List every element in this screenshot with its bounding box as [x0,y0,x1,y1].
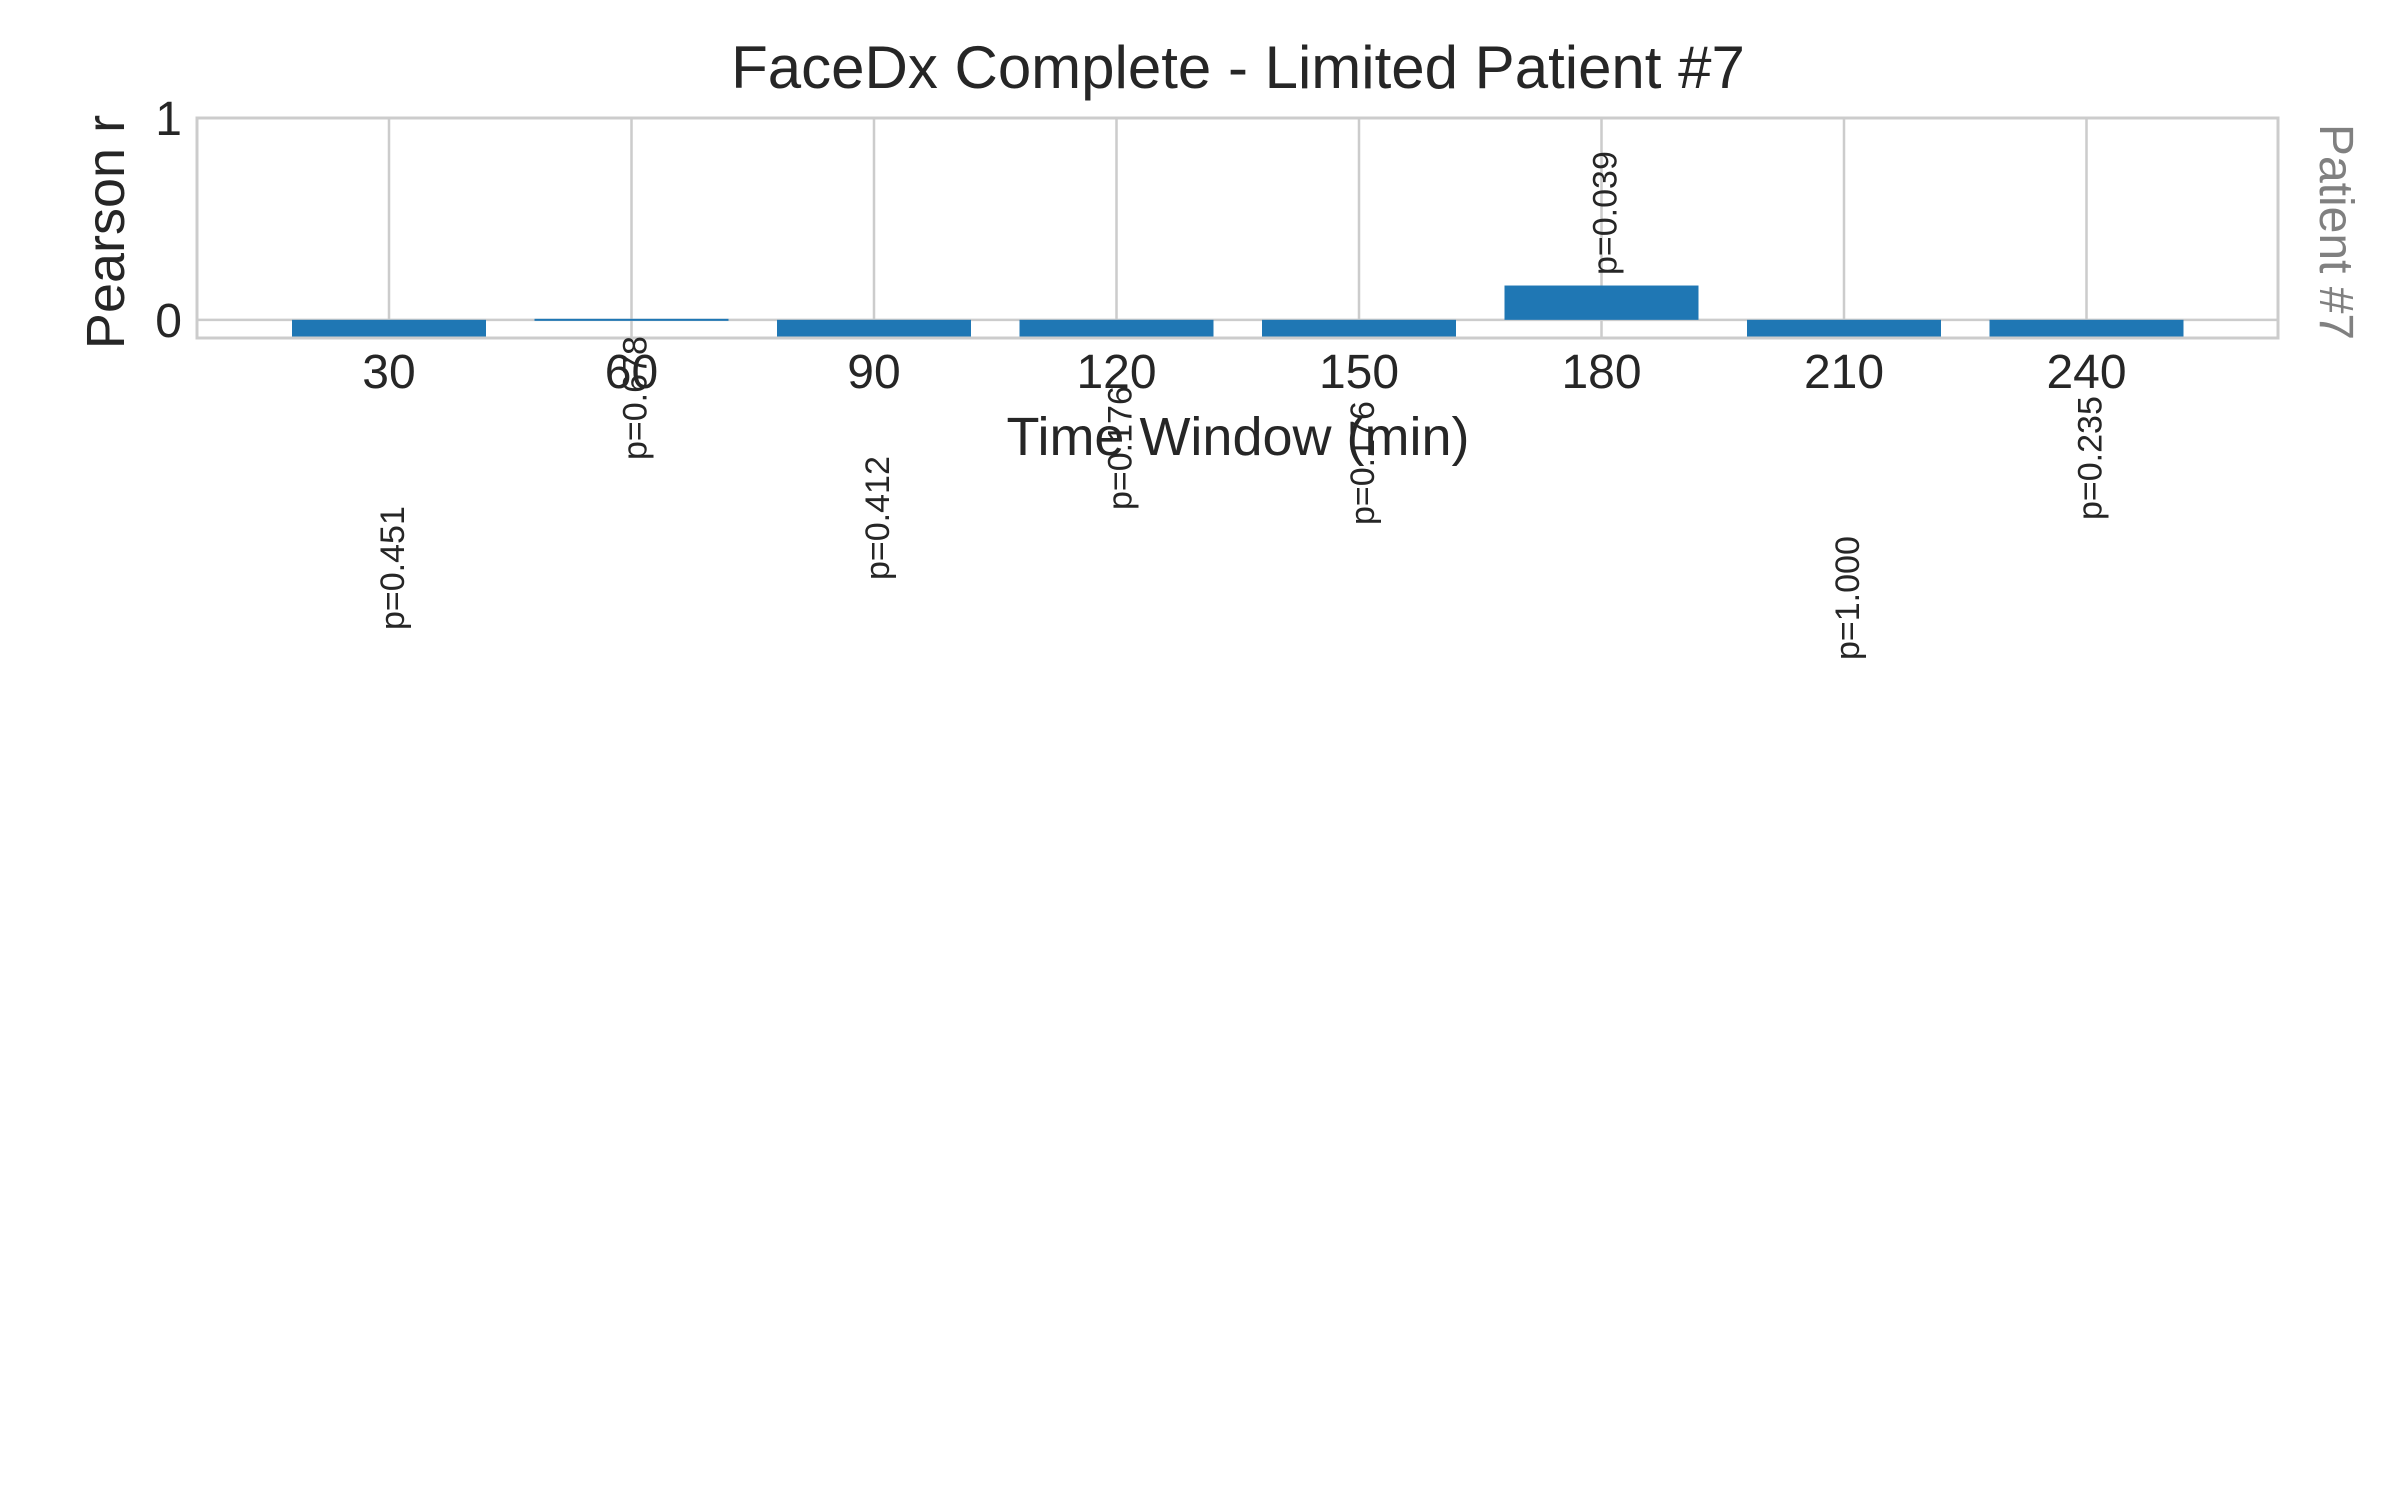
bar [534,318,729,321]
bar [777,319,971,338]
p-value-label: p=0.235 [2072,396,2110,520]
x-tick-label: 150 [1319,346,1399,399]
p-value-label: p=0.176 [1344,401,1382,525]
p-value-label: p=0.678 [617,336,655,460]
p-value-label: p=0.176 [1102,386,1140,510]
p-value-labels: p=0.451 p=0.678 p=0.412 p=0.176 p=0.176 p=0.0… [374,151,2110,660]
p-value-label: p=1.000 [1829,536,1867,660]
bar [1504,285,1699,320]
bar [1989,319,2184,338]
x-tick-label: 60 [605,346,658,399]
x-tick-label: 210 [1804,346,1884,399]
bars [292,285,2184,338]
x-tick-label: 120 [1076,346,1156,399]
y-tick-label: 1 [155,93,182,146]
patient-side-label: Patient #7 [2309,124,2362,340]
bar [1019,319,1214,338]
bar [1747,319,1941,338]
y-axis-label: Pearson r [76,115,136,349]
tick-labels: 30 60 90 120 150 180 210 240 0 1 [155,93,2126,399]
bar [292,319,486,338]
x-tick-label: 180 [1561,346,1641,399]
bar [1262,319,1456,338]
x-axis-label: Time Window (min) [1006,407,1469,467]
p-value-label: p=0.412 [859,456,897,580]
plot-area-frame [195,116,2280,340]
p-value-label: p=0.039 [1587,151,1625,275]
x-tick-label: 90 [847,346,900,399]
p-value-label: p=0.451 [374,506,412,630]
y-tick-label: 0 [155,295,182,348]
x-tick-label: 30 [362,346,415,399]
x-tick-label: 240 [2046,346,2126,399]
chart-title: FaceDx Complete - Limited Patient #7 [731,34,1745,101]
